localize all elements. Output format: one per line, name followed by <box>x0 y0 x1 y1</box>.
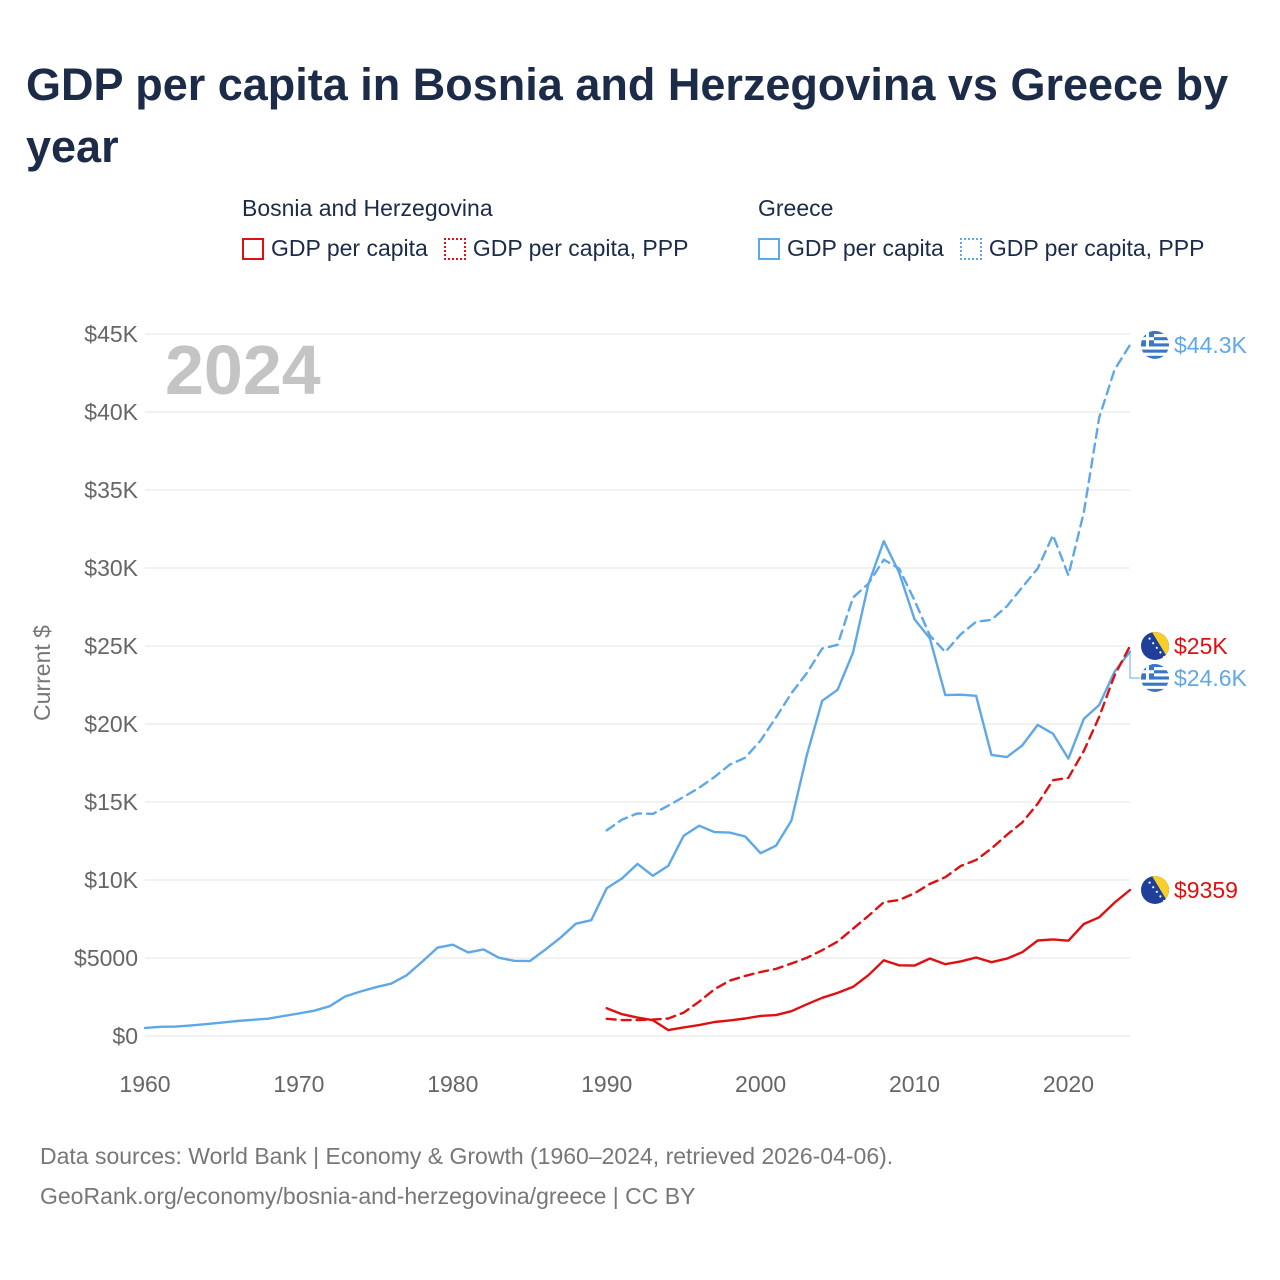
greece-flag-icon <box>1141 330 1169 359</box>
legend-label: GDP per capita, PPP <box>472 235 689 261</box>
source-link[interactable]: GeoRank.org/economy/bosnia-and-herzegovi… <box>40 1183 696 1209</box>
end-value-label: $25K <box>1174 633 1228 659</box>
greece-flag-icon <box>1141 664 1169 692</box>
y-axis-ticks: $0 $5000 $10K $15K $20K $25K $30K $35K $40K $45K <box>74 321 139 1049</box>
line-chart: 2024 Current $ $0 $5000 $10K $15K $20K $25K $3… <box>29 321 1248 1097</box>
y-tick-label: $30K <box>84 555 138 581</box>
legend-group-bosnia: Bosnia and Herzegovina GDP per capita GD… <box>242 195 704 262</box>
end-value-label: $9359 <box>1174 877 1238 903</box>
y-tick-label: $15K <box>84 789 138 815</box>
series-line-bosnia-and-herzegovina-gdp-per-capita-ppp[interactable] <box>605 644 1132 1022</box>
legend-item-bosnia-gdp[interactable]: GDP per capita <box>242 235 428 262</box>
legend-label: GDP per capita <box>787 235 944 261</box>
legend-swatch <box>242 237 264 260</box>
y-tick-label: $35K <box>84 477 138 503</box>
legend-swatch <box>758 237 780 260</box>
series-line-greece-gdp-per-capita-ppp[interactable] <box>605 343 1132 832</box>
y-tick-label: $5000 <box>74 945 138 971</box>
x-tick-label: 1970 <box>273 1071 324 1097</box>
legend-swatch <box>959 237 982 260</box>
legend-label: GDP per capita, PPP <box>988 235 1205 261</box>
chart-title: GDP per capita in Bosnia and Herzegovina… <box>26 59 1229 172</box>
y-tick-label: $0 <box>112 1023 138 1049</box>
bosnia-flag-icon <box>1141 632 1169 660</box>
data-source-note: Data sources: World Bank | Economy & Gro… <box>40 1143 894 1169</box>
legend-label: GDP per capita <box>271 235 428 261</box>
bosnia-flag-icon <box>1141 875 1169 904</box>
y-tick-label: $45K <box>84 321 138 347</box>
series-line-bosnia-and-herzegovina-gdp-per-capita[interactable] <box>605 888 1132 1032</box>
x-tick-label: 2000 <box>735 1071 786 1097</box>
legend-item-bosnia-gdp-ppp[interactable]: GDP per capita, PPP <box>443 235 689 262</box>
grid-lines <box>145 333 1130 1037</box>
label-connector <box>1129 651 1140 679</box>
footer: Data sources: World Bank | Economy & Gro… <box>40 1136 893 1216</box>
x-tick-label: 2020 <box>1043 1071 1094 1097</box>
y-tick-label: $25K <box>84 633 138 659</box>
legend-swatch <box>443 237 466 260</box>
x-tick-label: 1960 <box>119 1071 170 1097</box>
y-axis-label: Current $ <box>29 625 55 721</box>
series-lines <box>143 343 1132 1032</box>
y-tick-label: $40K <box>84 399 138 425</box>
y-tick-label: $20K <box>84 711 138 737</box>
legend-group-name: Bosnia and Herzegovina <box>242 195 493 221</box>
legend-item-greece-gdp[interactable]: GDP per capita <box>758 235 944 262</box>
legend-group-greece: Greece GDP per capita GDP per capita, PP… <box>758 195 1220 262</box>
x-tick-label: 1990 <box>581 1071 632 1097</box>
x-axis-ticks: 1960 1970 1980 1990 2000 2010 2020 <box>119 1071 1094 1097</box>
legend-group-name: Greece <box>758 195 834 221</box>
year-label: 2024 <box>165 331 321 409</box>
end-value-label: $24.6K <box>1174 665 1248 691</box>
legend-item-greece-gdp-ppp[interactable]: GDP per capita, PPP <box>959 235 1205 262</box>
end-value-label: $44.3K <box>1174 332 1248 358</box>
series-line-greece-gdp-per-capita[interactable] <box>143 540 1132 1030</box>
x-tick-label: 2010 <box>889 1071 940 1097</box>
y-tick-label: $10K <box>84 867 138 893</box>
end-labels: $24.6K $44.3K $9359 $25K <box>1129 330 1248 904</box>
x-tick-label: 1980 <box>427 1071 478 1097</box>
